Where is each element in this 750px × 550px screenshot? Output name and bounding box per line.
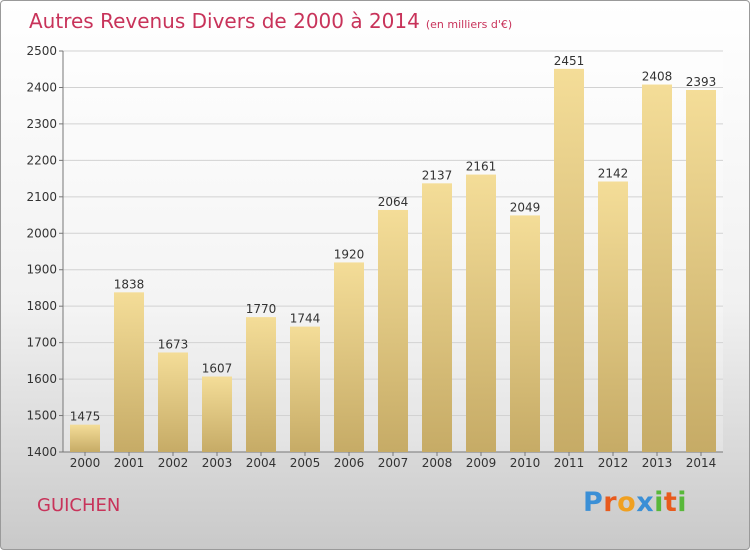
brand-letter: P — [583, 487, 604, 518]
bar-value-label: 1770 — [246, 302, 277, 316]
bar — [158, 352, 188, 452]
x-tick-label: 2008 — [422, 456, 453, 470]
bar-value-label: 1920 — [334, 247, 365, 261]
x-tick-label: 2010 — [510, 456, 541, 470]
bar-value-label: 2161 — [466, 160, 497, 174]
chart-title-text: Autres Revenus Divers de 2000 à 2014 — [29, 9, 420, 33]
brand-letter: t — [663, 487, 678, 518]
x-tick-label: 2000 — [70, 456, 101, 470]
bar-value-label: 2451 — [554, 54, 585, 68]
y-tick-label: 1600 — [26, 372, 57, 386]
bar-value-label: 1607 — [202, 362, 233, 376]
bar — [466, 174, 496, 452]
y-tick-label: 1400 — [26, 445, 57, 459]
y-tick-label: 1700 — [26, 336, 57, 350]
bar — [70, 424, 100, 452]
y-tick-label: 1900 — [26, 263, 57, 277]
brand-letter: r — [603, 487, 618, 518]
bar — [510, 215, 540, 452]
bar-value-label: 1475 — [70, 410, 101, 424]
y-tick-label: 1500 — [26, 409, 57, 423]
bar — [378, 209, 408, 452]
bar — [334, 262, 364, 452]
bar — [686, 90, 716, 453]
brand-letter: i — [654, 487, 664, 518]
brand-logo: Proxiti — [583, 487, 687, 518]
brand-letter: x — [636, 487, 655, 518]
bar — [422, 183, 452, 452]
x-tick-label: 2004 — [246, 456, 277, 470]
y-tick-label: 2200 — [26, 153, 57, 167]
x-tick-label: 2012 — [598, 456, 629, 470]
x-tick-label: 2006 — [334, 456, 365, 470]
y-tick-label: 2300 — [26, 117, 57, 131]
x-tick-label: 2007 — [378, 456, 409, 470]
bar-value-label: 2142 — [598, 167, 629, 181]
bar — [290, 326, 320, 452]
x-tick-label: 2002 — [158, 456, 189, 470]
bar — [598, 181, 628, 453]
bar — [554, 68, 584, 452]
y-tick-label: 2400 — [26, 80, 57, 94]
x-tick-label: 2011 — [554, 456, 585, 470]
y-tick-label: 2000 — [26, 226, 57, 240]
y-tick-label: 2100 — [26, 190, 57, 204]
commune-label: GUICHEN — [37, 495, 121, 516]
bar-value-label: 1744 — [290, 312, 321, 326]
bar — [114, 292, 144, 452]
bar — [642, 84, 672, 453]
x-tick-label: 2003 — [202, 456, 233, 470]
y-tick-label: 1800 — [26, 299, 57, 313]
x-tick-label: 2005 — [290, 456, 321, 470]
chart-title: Autres Revenus Divers de 2000 à 2014 (en … — [29, 9, 512, 33]
x-tick-label: 2009 — [466, 456, 497, 470]
brand-letter: i — [677, 487, 688, 518]
bar-value-label: 2137 — [422, 168, 453, 182]
bar-value-label: 2064 — [378, 195, 409, 209]
bar-value-label: 2393 — [686, 75, 717, 89]
x-tick-label: 2001 — [114, 456, 145, 470]
y-tick-label: 2500 — [26, 44, 57, 58]
bar — [246, 317, 276, 452]
bar-value-label: 1673 — [158, 337, 189, 351]
bar-value-label: 2049 — [510, 200, 541, 214]
bar-value-label: 2408 — [642, 70, 673, 84]
brand-letter: o — [617, 487, 637, 518]
chart-unit-note: (en milliers d'€) — [425, 18, 513, 31]
x-tick-label: 2014 — [686, 456, 717, 470]
bar — [202, 376, 232, 452]
bar-value-label: 1838 — [114, 277, 145, 291]
x-tick-label: 2013 — [642, 456, 673, 470]
